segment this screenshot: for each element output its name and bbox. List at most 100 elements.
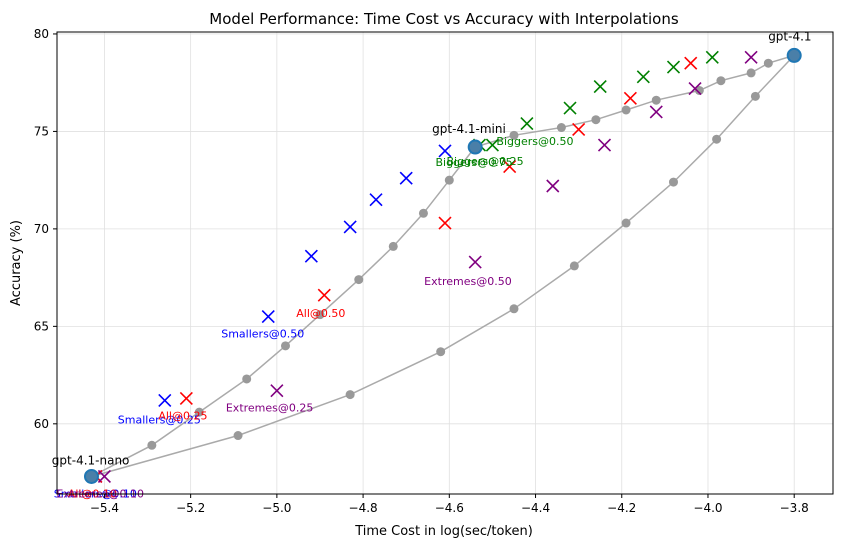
- annotation-label: All@0.25: [158, 409, 207, 422]
- smallers-marker: [261, 310, 275, 324]
- x-tick-label: −4.2: [607, 501, 636, 515]
- annotation-label: Biggers@0.50: [496, 135, 573, 148]
- extremes-marker: [546, 179, 560, 193]
- y-tick-label: 65: [34, 319, 49, 333]
- annotation-label: gpt-4.1-mini: [432, 122, 506, 136]
- interpolation-point: [763, 58, 773, 68]
- x-tick-label: −5.2: [176, 501, 205, 515]
- extremes-marker: [688, 81, 702, 96]
- extremes-marker: [649, 105, 663, 119]
- interpolation-point: [556, 123, 566, 133]
- interpolation-point: [712, 134, 722, 144]
- interpolation-point: [591, 115, 601, 125]
- annotation-label: Extremes@0.50: [424, 275, 512, 288]
- chart-title: Model Performance: Time Cost vs Accuracy…: [209, 10, 679, 28]
- marker-stroke: [485, 138, 499, 152]
- marker-stroke: [468, 255, 482, 269]
- annotation-label: All@0.50: [296, 307, 345, 320]
- interpolation-point: [280, 341, 290, 351]
- smallers-marker: [399, 171, 413, 185]
- marker-stroke: [343, 220, 357, 234]
- interpolation-point: [621, 218, 631, 228]
- x-tick-label: −4.4: [521, 501, 550, 515]
- annotation-label: Biggers@0.25: [446, 155, 523, 168]
- extremes-marker: [97, 469, 111, 484]
- interpolation-point: [354, 275, 364, 285]
- marker-stroke: [503, 159, 517, 174]
- marker-stroke: [563, 101, 577, 115]
- biggers-marker: [666, 60, 681, 74]
- plot-frame: [56, 31, 834, 495]
- all-marker: [503, 159, 517, 174]
- extremes-marker: [270, 384, 284, 398]
- marker-stroke: [317, 288, 331, 302]
- extremes-marker: [744, 50, 758, 64]
- series-markers: [89, 50, 758, 484]
- interpolation-point: [242, 374, 252, 384]
- annotation-label: Biggers@0.75: [435, 156, 512, 169]
- marker-stroke: [158, 393, 172, 407]
- marker-stroke: [546, 179, 560, 193]
- y-axis-label: Accuracy (%): [9, 220, 24, 306]
- biggers-marker: [520, 117, 534, 131]
- marker-stroke: [666, 60, 681, 74]
- annotation-label: Smallers@0.25: [118, 413, 201, 426]
- biggers-marker: [563, 101, 577, 115]
- biggers-marker: [485, 138, 499, 152]
- x-tick-label: −5.0: [262, 501, 291, 515]
- marker-stroke: [572, 122, 586, 137]
- interpolation-point: [194, 407, 204, 417]
- x-tick-label: −4.0: [693, 501, 722, 515]
- smallers-marker: [343, 220, 357, 234]
- annotation-label: gpt-4.1-nano: [52, 453, 130, 467]
- grid: [57, 32, 833, 494]
- all-marker: [623, 91, 637, 105]
- extremes-marker: [597, 138, 612, 152]
- interpolation-point: [694, 85, 704, 95]
- interpolation-point: [621, 105, 631, 115]
- model-points: [83, 47, 802, 484]
- biggers-marker: [705, 50, 719, 64]
- interpolation-point: [651, 95, 661, 105]
- marker-stroke: [705, 50, 719, 64]
- marker-stroke: [179, 391, 193, 406]
- y-tick-label: 75: [34, 124, 49, 138]
- marker-stroke: [623, 91, 637, 105]
- marker-stroke: [684, 56, 698, 70]
- model-point: [83, 468, 99, 484]
- interpolation-point: [147, 440, 157, 450]
- biggers-marker: [593, 80, 607, 94]
- marker-stroke: [688, 81, 702, 96]
- biggers-marker: [636, 70, 650, 84]
- interpolation-point: [444, 175, 454, 185]
- interpolation-point: [750, 91, 760, 101]
- interpolation-point: [418, 208, 428, 218]
- interpolation-point: [345, 390, 355, 400]
- y-tick-label: 70: [34, 222, 49, 236]
- all-marker: [179, 391, 193, 406]
- marker-stroke: [593, 80, 607, 94]
- marker-stroke: [399, 171, 413, 185]
- marker-stroke: [597, 138, 612, 152]
- marker-stroke: [649, 105, 663, 119]
- marker-stroke: [520, 117, 534, 131]
- x-tick-label: −4.6: [435, 501, 464, 515]
- x-tick-label: −4.8: [349, 501, 378, 515]
- all-marker: [438, 216, 452, 230]
- marker-stroke: [438, 216, 452, 230]
- smallers-marker: [158, 393, 172, 407]
- interpolation-point: [746, 68, 756, 78]
- model-point: [467, 139, 483, 155]
- smallers-marker: [304, 249, 318, 263]
- interpolation-point: [569, 261, 579, 271]
- smallers-marker: [438, 144, 452, 158]
- all-marker: [572, 122, 586, 137]
- annotation-label: Extremes@0.25: [226, 402, 314, 415]
- interpolation-point: [716, 76, 726, 86]
- interpolation-point: [509, 304, 519, 314]
- marker-stroke: [270, 384, 284, 398]
- model-point: [786, 47, 802, 63]
- all-marker: [684, 56, 698, 70]
- marker-stroke: [744, 50, 758, 64]
- marker-stroke: [97, 469, 111, 484]
